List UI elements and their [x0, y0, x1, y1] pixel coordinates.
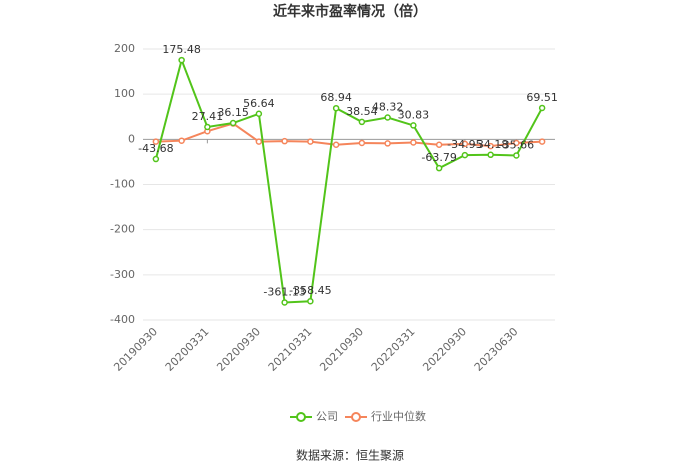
point [281, 137, 288, 145]
point [538, 104, 546, 112]
data-label: -34.95 [447, 138, 482, 151]
data-label: -34.18 [473, 138, 508, 151]
point [178, 137, 185, 144]
point [281, 299, 288, 306]
data-label: 68.94 [320, 91, 352, 104]
point [435, 164, 443, 172]
point [487, 142, 494, 150]
point [410, 139, 417, 146]
point [461, 151, 469, 159]
chart-title: 近年来市盈率情况（倍） [273, 3, 427, 20]
point [358, 118, 366, 126]
point [255, 138, 263, 145]
point [152, 138, 160, 145]
data-label: 27.41 [192, 110, 224, 123]
point [384, 140, 391, 147]
point [332, 104, 340, 112]
y-tick-label: 200 [114, 42, 135, 55]
y-tick-label: 100 [114, 87, 135, 100]
y-tick-label: 0 [128, 132, 135, 145]
series-line [154, 56, 544, 304]
x-tick-label: 20200930 [214, 325, 263, 374]
point [384, 114, 391, 121]
point [204, 123, 211, 131]
legend-label: 公司 [316, 410, 338, 423]
data-label: -43.68 [138, 142, 173, 155]
data-label: 56.64 [243, 97, 275, 110]
point [358, 139, 366, 147]
point [178, 56, 185, 64]
point [152, 155, 160, 163]
legend-marker [351, 412, 361, 422]
data-label: 36.15 [217, 106, 249, 119]
data-label: 38.54 [346, 105, 378, 118]
point [513, 139, 520, 147]
point [461, 140, 469, 148]
data-label: 69.51 [526, 91, 558, 104]
y-tick-label: -400 [110, 313, 135, 326]
x-tick-label: 20230630 [472, 325, 521, 374]
x-tick-label: 20200331 [163, 325, 212, 374]
point [487, 151, 494, 159]
x-tick-label: 20210331 [266, 325, 315, 374]
point [229, 119, 237, 127]
point [410, 122, 417, 129]
x-tick-label: 20190930 [111, 325, 160, 374]
data-label: -358.45 [289, 284, 331, 297]
x-tick-label: 20220930 [420, 325, 469, 374]
point [513, 152, 520, 159]
y-tick-label: -300 [110, 268, 135, 281]
data-label: -361.13 [263, 285, 305, 298]
point [435, 141, 443, 149]
point [307, 138, 314, 145]
point [332, 141, 340, 149]
data-label: 48.32 [372, 101, 404, 114]
point [255, 110, 263, 118]
data-label: 175.48 [162, 43, 201, 56]
point [307, 297, 314, 305]
y-tick-label: -100 [110, 178, 135, 191]
legend-marker [296, 412, 306, 422]
legend-label: 行业中位数 [371, 409, 426, 423]
x-tick-label: 20210930 [317, 325, 366, 374]
data-label: -63.79 [421, 151, 456, 164]
x-tick-label: 20220331 [369, 325, 418, 374]
series-line [155, 122, 543, 148]
data-label: 30.83 [398, 108, 430, 121]
point [538, 138, 546, 145]
y-tick-label: -200 [110, 223, 135, 236]
data-label: -35.66 [499, 138, 534, 151]
source: 数据来源：恒生聚源 [296, 448, 404, 463]
